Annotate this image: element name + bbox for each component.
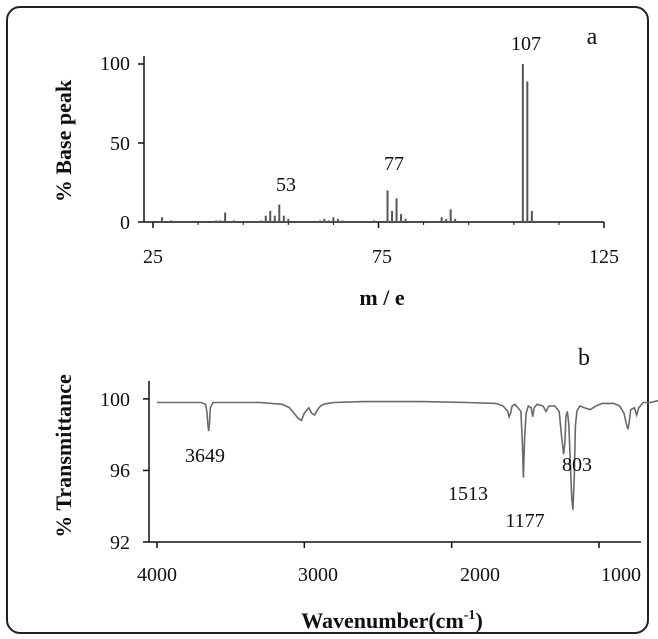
a-x-axis-title: m / e	[359, 285, 404, 310]
b-x-axis-title-sup: -1	[464, 608, 476, 623]
panel-label-b: b	[578, 345, 590, 371]
a-y-axis-title: % Base peak	[51, 79, 76, 202]
b-xtick-label: 1000	[601, 564, 641, 586]
b-x-axis-title-end: )	[475, 608, 482, 633]
mass-spectrum-ticks	[138, 63, 605, 228]
a-xtick-label: 125	[589, 246, 619, 268]
mass-spectrum-panel: 25 75 125 0 50 100 53 77 107 a m / e % B…	[51, 24, 619, 310]
a-xtick-label: 25	[143, 246, 163, 268]
panel-label-a: a	[587, 24, 598, 50]
peak-label-1513: 1513	[448, 483, 488, 505]
b-y-axis-title: % Transmittance	[51, 374, 76, 538]
b-ytick-label: 100	[100, 389, 130, 411]
peak-label-53: 53	[276, 174, 296, 196]
figure-frame	[6, 6, 649, 634]
a-ytick-label: 0	[120, 212, 130, 234]
mass-spectrum-peaks	[161, 64, 533, 222]
b-x-axis-title-main: Wavenumber(cm	[301, 608, 464, 633]
peak-label-107: 107	[511, 33, 541, 55]
a-xtick-label: 75	[372, 246, 392, 268]
b-x-axis-title: Wavenumber(cm-1)	[301, 608, 483, 633]
ir-spectrum-ticks	[143, 398, 600, 548]
a-ytick-label: 100	[100, 53, 130, 75]
a-ytick-label: 50	[110, 133, 130, 155]
peak-label-1177: 1177	[505, 510, 544, 532]
ir-spectrum-line	[157, 399, 658, 510]
peak-label-803: 803	[562, 454, 592, 476]
b-xtick-label: 4000	[137, 564, 177, 586]
b-ytick-label: 92	[110, 532, 130, 554]
b-xtick-label: 3000	[298, 564, 338, 586]
b-xtick-label: 2000	[460, 564, 500, 586]
peak-label-3649: 3649	[185, 445, 225, 467]
b-ytick-label: 96	[110, 460, 130, 482]
peak-label-77: 77	[384, 153, 404, 175]
ir-spectrum-panel: 4000 3000 2000 1000 92 96 100 3649 1513 …	[51, 345, 658, 633]
